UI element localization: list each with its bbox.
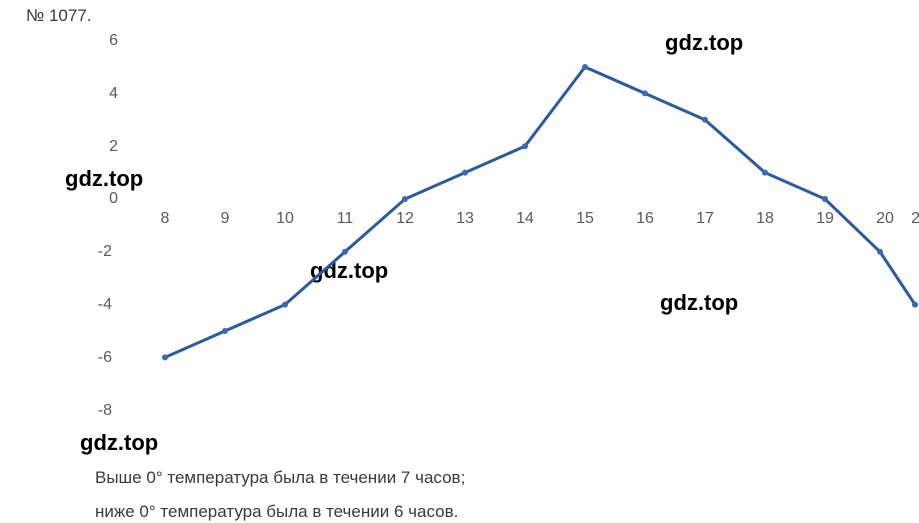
data-point xyxy=(522,143,528,149)
data-point xyxy=(342,249,348,255)
data-point xyxy=(822,196,828,202)
answer-text: Выше 0° температура была в течении 7 час… xyxy=(95,468,465,488)
data-point xyxy=(462,170,468,176)
data-point xyxy=(402,196,408,202)
data-point xyxy=(642,90,648,96)
data-point xyxy=(582,64,588,70)
line-chart xyxy=(0,0,919,523)
data-point xyxy=(282,302,288,308)
answer-text: ниже 0° температура была в течении 6 час… xyxy=(95,502,458,522)
data-point xyxy=(702,117,708,123)
data-point xyxy=(912,302,918,308)
data-point xyxy=(162,354,168,360)
data-point xyxy=(762,170,768,176)
data-point xyxy=(222,328,228,334)
data-point xyxy=(877,249,883,255)
